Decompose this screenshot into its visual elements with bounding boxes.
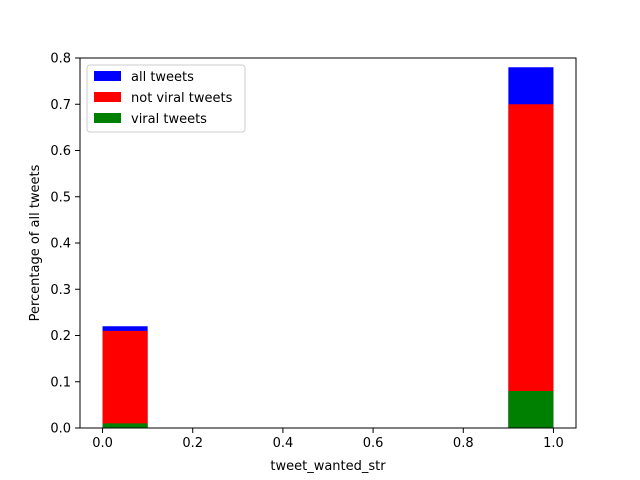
bar-not-viral-tweets-1 <box>508 104 554 428</box>
y-tick-label: 0.5 <box>50 190 71 205</box>
legend-swatch-not-viral-tweets <box>94 92 121 102</box>
x-axis-ticks: 0.0 0.2 0.4 0.6 0.8 1.0 <box>92 428 564 451</box>
bar-viral-tweets-0 <box>102 423 148 428</box>
y-tick-label: 0.6 <box>50 144 71 159</box>
x-tick-label: 0.2 <box>182 436 203 451</box>
legend-label-viral-tweets: viral tweets <box>131 112 207 127</box>
bar-not-viral-tweets-0 <box>102 330 148 428</box>
legend: all tweets not viral tweets viral tweets <box>86 64 246 133</box>
y-tick-label: 0.3 <box>50 283 71 298</box>
y-tick-label: 0.4 <box>50 237 71 252</box>
y-tick-label: 0.2 <box>50 329 71 344</box>
y-axis-ticks: 0.0 0.1 0.2 0.3 0.4 0.5 0.6 0.7 0.8 <box>50 52 80 437</box>
legend-swatch-viral-tweets <box>94 113 121 123</box>
x-tick-label: 0.0 <box>92 436 113 451</box>
y-tick-label: 0.1 <box>50 375 71 390</box>
bars-layer <box>102 67 554 428</box>
x-tick-label: 0.4 <box>273 436 294 451</box>
legend-label-not-viral-tweets: not viral tweets <box>131 91 233 106</box>
bar-viral-tweets-1 <box>508 391 554 428</box>
x-tick-label: 0.6 <box>363 436 384 451</box>
x-tick-label: 1.0 <box>543 436 564 451</box>
legend-box <box>86 64 246 133</box>
y-tick-label: 0.7 <box>50 98 71 113</box>
y-tick-label: 0.8 <box>50 52 71 67</box>
x-tick-label: 0.8 <box>453 436 474 451</box>
y-axis-label: Percentage of all tweets <box>28 164 43 321</box>
legend-label-all-tweets: all tweets <box>131 70 194 85</box>
y-tick-label: 0.0 <box>50 422 71 437</box>
x-axis-label: tweet_wanted_str <box>270 459 386 474</box>
legend-swatch-all-tweets <box>94 71 121 81</box>
